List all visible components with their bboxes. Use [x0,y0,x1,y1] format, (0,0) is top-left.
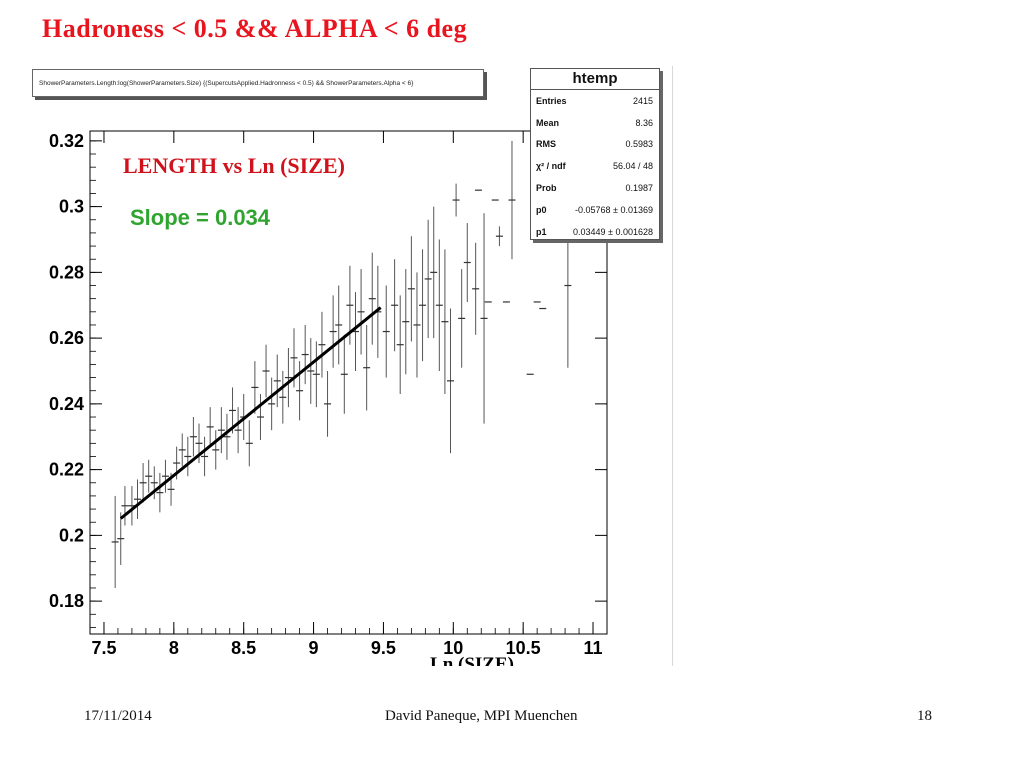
stats-value: -0.05768 ± 0.01369 [574,204,653,215]
fit-line [119,306,382,520]
slide-title: Hadroness < 0.5 && ALPHA < 6 deg [42,14,468,43]
x-tick-label: 8.5 [231,638,256,658]
plot-frame [89,130,608,635]
slope-annotation: Slope = 0.034 [130,205,271,230]
stats-key: RMS [536,139,556,150]
x-tick-label: 11 [584,638,603,658]
stats-key: Mean [536,117,560,128]
stats-key: p1 [536,226,547,237]
scatter-plot: 0.18 0.2 0.22 0.24 0.26 0.28 0.3 0.32 7.5 8 8.5 9 9.… [49,130,608,666]
stats-value: 0.1987 [625,183,653,194]
y-tick-label: 0.18 [49,591,84,611]
root-canvas: ShowerParameters.Length:log(ShowerParame… [32,66,673,666]
stats-row: Prob 0.1987 [531,177,659,199]
y-tick-label: 0.22 [49,460,84,480]
x-tick-label: 10 [443,638,463,658]
stats-key: χ² / ndf [536,161,566,172]
stats-box: htemp Entries 2415 Mean 8.36 RMS 0.5983 χ² / n… [530,68,660,240]
y-tick-label: 0.26 [49,328,84,348]
stats-value: 2415 [632,95,653,106]
stats-rows: Entries 2415 Mean 8.36 RMS 0.5983 χ² / ndf 56.0… [531,90,659,243]
y-tick-label: 0.28 [49,262,84,282]
stats-title: htemp [531,69,659,90]
stats-row: p0 -0.05768 ± 0.01369 [531,199,659,221]
x-tick-label: 9.5 [371,638,396,658]
stats-key: Entries [536,95,567,106]
stats-row: χ² / ndf 56.04 / 48 [531,155,659,177]
x-tick-label: 9 [309,638,319,658]
y-tick-label: 0.24 [49,394,84,414]
histogram-title-box: ShowerParameters.Length:log(ShowerParame… [32,69,484,97]
stats-value: 8.36 [635,117,653,128]
stats-key: Prob [536,183,557,194]
chart-title: LENGTH vs Ln (SIZE) [123,153,345,178]
stats-value: 0.5983 [625,139,653,150]
histogram-title-text: ShowerParameters.Length:log(ShowerParame… [39,79,414,87]
stats-value: 56.04 / 48 [612,161,653,172]
footer-author: David Paneque, MPI Muenchen [385,708,578,724]
stats-key: p0 [536,204,547,215]
footer-page-number: 18 [917,708,932,724]
x-tick-label: 10.5 [506,638,541,658]
x-axis-label: Ln (SIZE) [430,654,514,666]
stats-row: Mean 8.36 [531,112,659,134]
y-tick-label: 0.3 [59,197,84,217]
y-tick-label: 0.2 [59,525,84,545]
footer-date: 17/11/2014 [84,708,152,724]
stats-row: Entries 2415 [531,90,659,112]
x-tick-label: 7.5 [91,638,116,658]
y-tick-label: 0.32 [49,131,84,151]
stats-row: p1 0.03449 ± 0.001628 [531,221,659,243]
stats-value: 0.03449 ± 0.001628 [572,226,653,237]
x-tick-label: 8 [169,638,179,658]
stats-row: RMS 0.5983 [531,134,659,156]
